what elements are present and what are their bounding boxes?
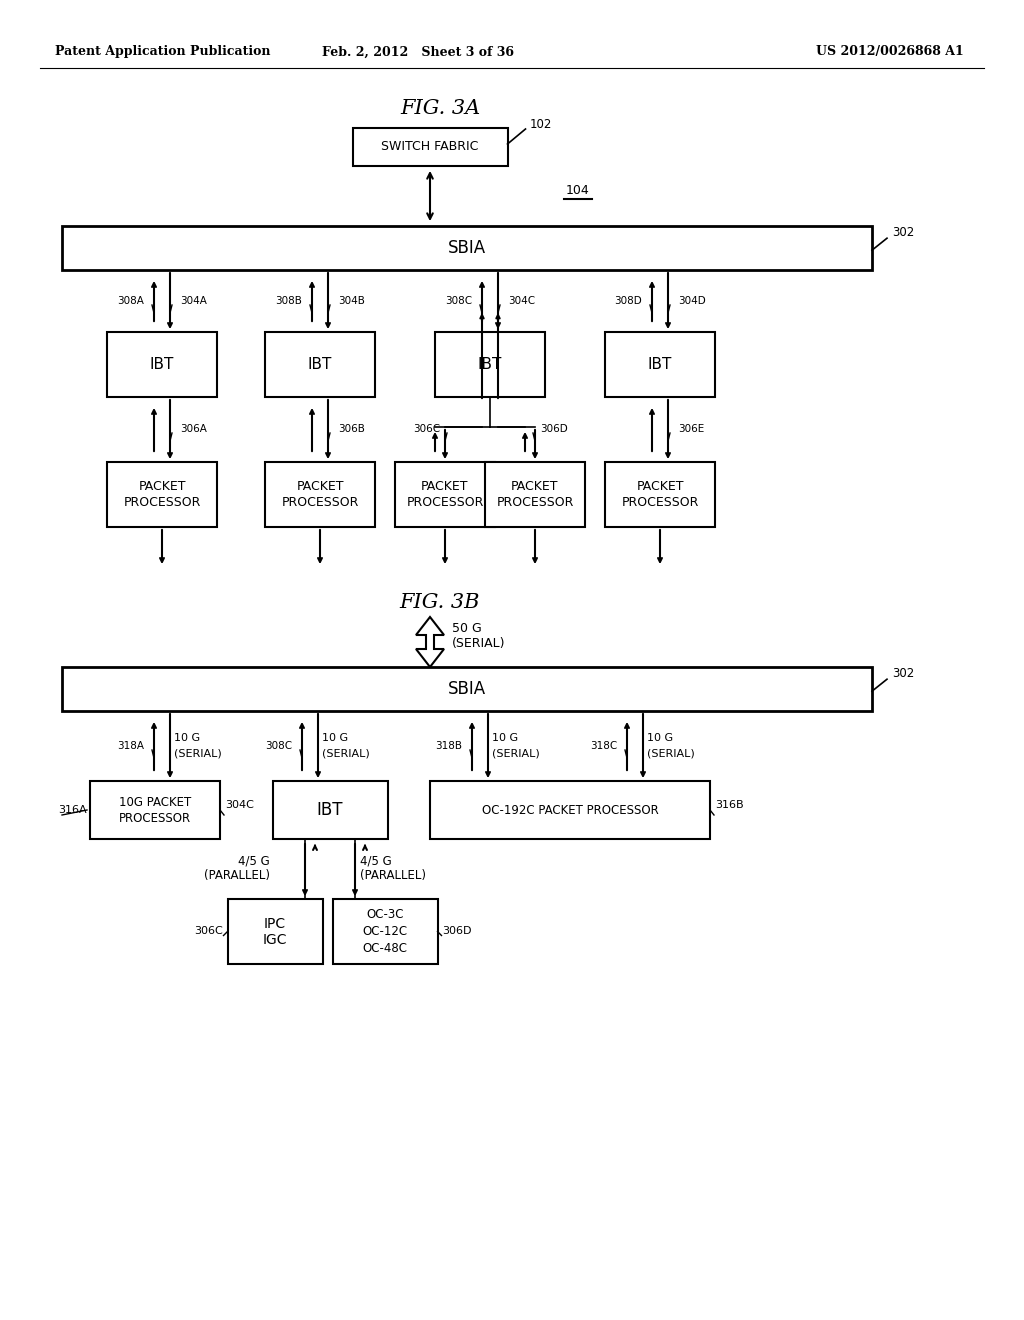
- Text: PACKET: PACKET: [636, 480, 684, 492]
- Text: 308C: 308C: [444, 296, 472, 306]
- Text: 306B: 306B: [338, 424, 365, 434]
- Text: 304D: 304D: [678, 296, 706, 306]
- Text: 102: 102: [529, 119, 552, 132]
- Text: (SERIAL): (SERIAL): [492, 748, 540, 758]
- Bar: [62, 226, 872, 271]
- Text: FIG. 3A: FIG. 3A: [400, 99, 480, 117]
- Text: PACKET: PACKET: [511, 480, 559, 492]
- Text: (SERIAL): (SERIAL): [647, 748, 694, 758]
- Text: Patent Application Publication: Patent Application Publication: [55, 45, 270, 58]
- Text: PACKET: PACKET: [296, 480, 344, 492]
- Text: IBT: IBT: [308, 356, 332, 372]
- Bar: [485, 462, 585, 527]
- Text: PACKET: PACKET: [421, 480, 469, 492]
- Text: (PARALLEL): (PARALLEL): [204, 869, 270, 882]
- Text: PROCESSOR: PROCESSOR: [123, 496, 201, 510]
- Text: (SERIAL): (SERIAL): [452, 638, 506, 651]
- Bar: [227, 899, 323, 964]
- Text: (SERIAL): (SERIAL): [322, 748, 370, 758]
- Text: 50 G: 50 G: [452, 623, 481, 635]
- Text: 308B: 308B: [275, 296, 302, 306]
- Text: 4/5 G: 4/5 G: [239, 854, 270, 867]
- Text: IPC: IPC: [264, 916, 286, 931]
- Bar: [265, 333, 375, 397]
- Bar: [435, 333, 545, 397]
- Text: PROCESSOR: PROCESSOR: [282, 496, 358, 510]
- Text: 318A: 318A: [117, 741, 144, 751]
- Text: IBT: IBT: [316, 801, 343, 818]
- Text: FIG. 3B: FIG. 3B: [399, 593, 480, 611]
- Text: 302: 302: [892, 226, 914, 239]
- Text: PROCESSOR: PROCESSOR: [119, 812, 191, 825]
- Text: 308D: 308D: [614, 296, 642, 306]
- Text: 306D: 306D: [540, 424, 567, 434]
- Text: 306C: 306C: [413, 424, 440, 434]
- Text: 304A: 304A: [180, 296, 207, 306]
- Text: 318B: 318B: [435, 741, 462, 751]
- Text: SWITCH FABRIC: SWITCH FABRIC: [381, 140, 478, 153]
- Text: IGC: IGC: [263, 932, 288, 946]
- Text: 302: 302: [892, 667, 914, 680]
- Bar: [605, 333, 715, 397]
- Bar: [106, 462, 217, 527]
- Text: OC-48C: OC-48C: [362, 942, 408, 954]
- Polygon shape: [416, 616, 444, 667]
- Bar: [272, 781, 387, 840]
- Text: OC-3C: OC-3C: [367, 908, 403, 921]
- Text: 4/5 G: 4/5 G: [360, 854, 392, 867]
- Bar: [62, 667, 872, 711]
- Text: (PARALLEL): (PARALLEL): [360, 869, 426, 882]
- Text: (SERIAL): (SERIAL): [174, 748, 222, 758]
- Text: US 2012/0026868 A1: US 2012/0026868 A1: [816, 45, 964, 58]
- Text: PACKET: PACKET: [138, 480, 185, 492]
- Text: 104: 104: [565, 185, 590, 198]
- Bar: [106, 333, 217, 397]
- Text: 304C: 304C: [508, 296, 536, 306]
- Text: 316A: 316A: [58, 805, 87, 814]
- Text: PROCESSOR: PROCESSOR: [497, 496, 573, 510]
- Text: PROCESSOR: PROCESSOR: [407, 496, 483, 510]
- Text: 10 G: 10 G: [174, 733, 200, 743]
- Text: 318C: 318C: [590, 741, 617, 751]
- Bar: [90, 781, 220, 840]
- Bar: [605, 462, 715, 527]
- Text: OC-192C PACKET PROCESSOR: OC-192C PACKET PROCESSOR: [481, 804, 658, 817]
- Bar: [395, 462, 495, 527]
- Text: 306E: 306E: [678, 424, 705, 434]
- Text: 306A: 306A: [180, 424, 207, 434]
- Text: 308A: 308A: [117, 296, 144, 306]
- Text: SBIA: SBIA: [447, 680, 486, 698]
- Text: 306D: 306D: [442, 927, 472, 936]
- Bar: [265, 462, 375, 527]
- Text: 10 G: 10 G: [322, 733, 348, 743]
- Text: 10 G: 10 G: [492, 733, 518, 743]
- Text: SBIA: SBIA: [447, 239, 486, 257]
- Text: 304C: 304C: [225, 800, 254, 810]
- Text: OC-12C: OC-12C: [362, 925, 408, 939]
- Text: 10G PACKET: 10G PACKET: [119, 796, 191, 808]
- Text: 308C: 308C: [265, 741, 292, 751]
- Bar: [333, 899, 437, 964]
- Text: 304B: 304B: [338, 296, 365, 306]
- Bar: [352, 128, 508, 166]
- Text: IBT: IBT: [150, 356, 174, 372]
- Text: 316B: 316B: [715, 800, 743, 810]
- Text: IBT: IBT: [648, 356, 672, 372]
- Text: PROCESSOR: PROCESSOR: [622, 496, 698, 510]
- Bar: [430, 781, 710, 840]
- Text: 306C: 306C: [194, 927, 222, 936]
- Text: Feb. 2, 2012   Sheet 3 of 36: Feb. 2, 2012 Sheet 3 of 36: [322, 45, 514, 58]
- Text: IBT: IBT: [478, 356, 502, 372]
- Text: 10 G: 10 G: [647, 733, 673, 743]
